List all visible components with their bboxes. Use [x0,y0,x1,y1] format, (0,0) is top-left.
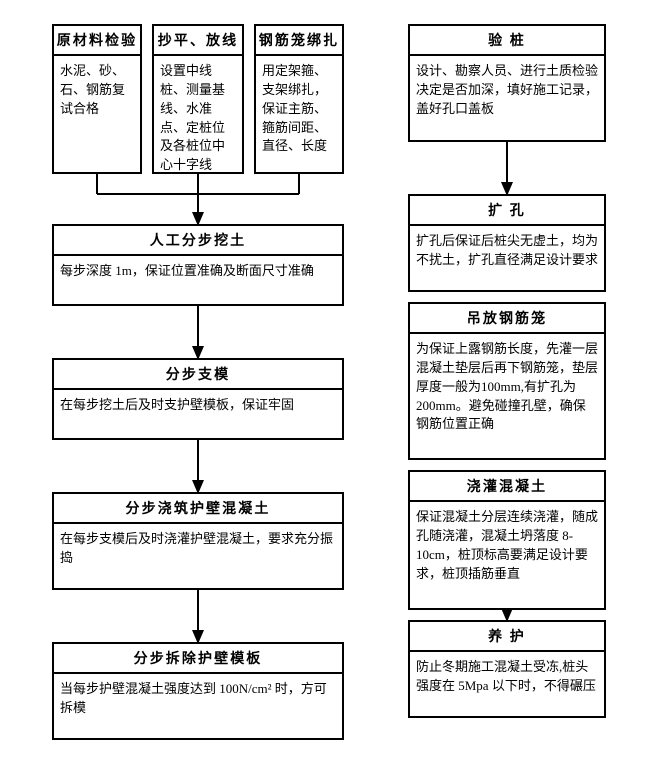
node-body: 防止冬期施工混凝土受冻,桩头强度在 5Mpa 以下时，不得碾压 [410,652,604,702]
node-body: 用定架箍、支架绑扎，保证主筋、箍筋间距、直径、长度 [256,56,342,162]
node-title: 抄平、放线 [154,26,242,56]
flow-node-pile-inspection: 验 桩设计、勘察人员、进行土质检验决定是否加深，填好施工记录，盖好孔口盖板 [408,24,606,142]
node-title: 养 护 [410,622,604,652]
flow-node-step-formwork: 分步支模在每步挖土后及时支护壁模板，保证牢固 [52,358,344,440]
flow-node-leveling: 抄平、放线设置中线桩、测量基线、水准点、定桩位及各桩位中心十字线 [152,24,244,174]
flow-node-curing: 养 护防止冬期施工混凝土受冻,桩头强度在 5Mpa 以下时，不得碾压 [408,620,606,718]
node-title: 验 桩 [410,26,604,56]
node-body: 保证混凝土分层连续浇灌，随成孔随浇灌，混凝土坍落度 8-10cm，桩顶标高要满足… [410,502,604,589]
node-body: 设计、勘察人员、进行土质检验决定是否加深，填好施工记录，盖好孔口盖板 [410,56,604,125]
node-title: 原材料检验 [54,26,140,56]
node-title: 扩 孔 [410,196,604,226]
node-title: 浇灌混凝土 [410,472,604,502]
flow-node-lower-cage: 吊放钢筋笼为保证上露钢筋长度，先灌一层混凝土垫层后再下钢筋笼，垫层厚度一般为10… [408,302,606,460]
node-body: 设置中线桩、测量基线、水准点、定桩位及各桩位中心十字线 [154,56,242,181]
node-body: 水泥、砂、石、钢筋复试合格 [54,56,140,125]
flow-node-step-pour-wall: 分步浇筑护壁混凝土在每步支模后及时浇灌护壁混凝土，要求充分振捣 [52,492,344,590]
flow-node-pour-concrete: 浇灌混凝土保证混凝土分层连续浇灌，随成孔随浇灌，混凝土坍落度 8-10cm，桩顶… [408,470,606,610]
node-title: 分步浇筑护壁混凝土 [54,494,342,524]
flow-node-raw-material: 原材料检验水泥、砂、石、钢筋复试合格 [52,24,142,174]
flow-node-cage-binding: 钢筋笼绑扎用定架箍、支架绑扎，保证主筋、箍筋间距、直径、长度 [254,24,344,174]
flow-node-step-remove-form: 分步拆除护壁模板当每步护壁混凝土强度达到 100N/cm² 时，方可拆模 [52,642,344,740]
node-title: 分步支模 [54,360,342,390]
node-body: 扩孔后保证后桩尖无虚土，均为不扰土，扩孔直径满足设计要求 [410,226,604,276]
node-body: 在每步支模后及时浇灌护壁混凝土，要求充分振捣 [54,524,342,574]
node-title: 分步拆除护壁模板 [54,644,342,674]
node-title: 人工分步挖土 [54,226,342,256]
node-body: 每步深度 1m，保证位置准确及断面尺寸准确 [54,256,342,287]
node-body: 为保证上露钢筋长度，先灌一层混凝土垫层后再下钢筋笼，垫层厚度一般为100mm,有… [410,334,604,440]
node-body: 当每步护壁混凝土强度达到 100N/cm² 时，方可拆模 [54,674,342,724]
flow-node-manual-dig: 人工分步挖土每步深度 1m，保证位置准确及断面尺寸准确 [52,224,344,306]
flow-node-reaming: 扩 孔扩孔后保证后桩尖无虚土，均为不扰土，扩孔直径满足设计要求 [408,194,606,292]
node-title: 吊放钢筋笼 [410,304,604,334]
node-body: 在每步挖土后及时支护壁模板，保证牢固 [54,390,342,421]
node-title: 钢筋笼绑扎 [256,26,342,56]
